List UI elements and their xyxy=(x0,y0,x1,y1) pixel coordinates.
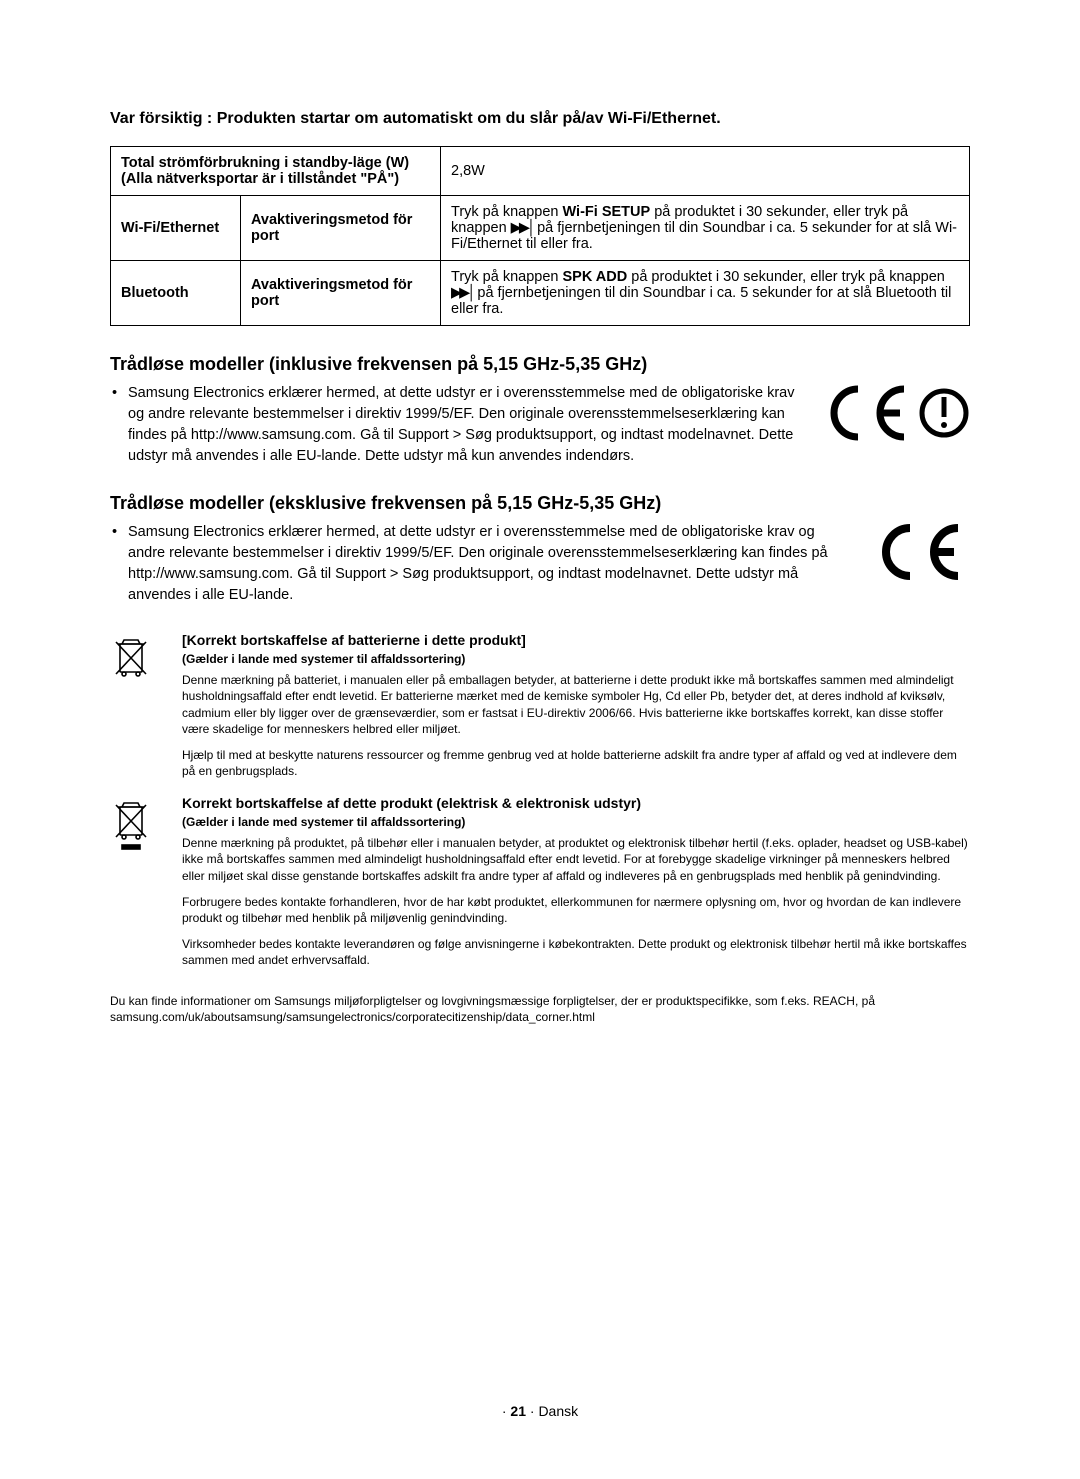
table-cell-wifi-deact-label: Avaktiveringsmetod för port xyxy=(241,196,441,261)
deact-line2: port xyxy=(251,228,279,244)
text-fragment: på fjernbetjeningen til din Soundbar i c… xyxy=(451,285,951,317)
table-cell-bt-label: Bluetooth xyxy=(111,261,241,326)
footer-note: Du kan finde informationer om Samsungs m… xyxy=(110,993,970,1027)
page-footer: · 21 · Dansk xyxy=(0,1403,1080,1419)
disposal-battery-content: [Korrekt bortskaffelse af batterierne i … xyxy=(158,632,970,789)
section1-heading: Trådløse modeller (inklusive frekvensen … xyxy=(110,354,970,375)
section2-block: Samsung Electronics erklærer hermed, at … xyxy=(110,522,970,606)
footer-suffix: · Dansk xyxy=(526,1403,578,1419)
table-cell-bt-instructions: Tryk på knappen SPK ADD på produktet i 3… xyxy=(441,261,970,326)
section2-body: Samsung Electronics erklærer hermed, at … xyxy=(110,522,852,606)
deact-line1: Avaktiveringsmetod för xyxy=(251,277,412,293)
disposal2-para1: Denne mærkning på produktet, på tilbehør… xyxy=(182,835,970,884)
warning-heading: Var försiktig : Produkten startar om aut… xyxy=(110,110,970,128)
wheelie-bin-battery-icon xyxy=(110,632,158,693)
spk-add-bold: SPK ADD xyxy=(563,269,628,285)
disposal1-para1: Denne mærkning på batteriet, i manualen … xyxy=(182,672,970,737)
specs-table: Total strömförbrukning i standby-läge (W… xyxy=(110,146,970,326)
text-fragment: Tryk på knappen xyxy=(451,269,563,285)
disposal2-subtitle: (Gælder i lande med systemer til affalds… xyxy=(182,815,970,829)
page-number: 21 xyxy=(510,1403,526,1419)
wheelie-bin-product-icon xyxy=(110,795,158,862)
table-cell-wifi-label: Wi-Fi/Ethernet xyxy=(111,196,241,261)
table-cell-power-label: Total strömförbrukning i standby-läge (W… xyxy=(111,147,441,196)
disposal-battery-row: [Korrekt bortskaffelse af batterierne i … xyxy=(110,632,970,789)
table-row: Bluetooth Avaktiveringsmetod för port Tr… xyxy=(111,261,970,326)
disposal2-title: Korrekt bortskaffelse af dette produkt (… xyxy=(182,795,970,811)
text-fragment: på produktet i 30 sekunder, eller tryk p… xyxy=(627,269,945,285)
power-label-line1: Total strömförbrukning i standby-läge (W… xyxy=(121,155,409,171)
ce-mark-icon xyxy=(870,522,970,587)
skip-forward-icon: ▶▶│ xyxy=(451,285,473,301)
disposal1-para2: Hjælp til med at beskytte naturens resso… xyxy=(182,747,970,779)
disposal2-para2: Forbrugere bedes kontakte forhandleren, … xyxy=(182,894,970,926)
table-cell-bt-deact-label: Avaktiveringsmetod för port xyxy=(241,261,441,326)
deact-line2: port xyxy=(251,293,279,309)
section1-body: Samsung Electronics erklærer hermed, at … xyxy=(110,383,802,467)
table-cell-wifi-instructions: Tryk på knappen Wi-Fi SETUP på produktet… xyxy=(441,196,970,261)
ce-alert-mark-icon xyxy=(820,383,970,448)
section1-block: Samsung Electronics erklærer hermed, at … xyxy=(110,383,970,467)
text-fragment: Tryk på knappen xyxy=(451,204,563,220)
table-row: Total strömförbrukning i standby-läge (W… xyxy=(111,147,970,196)
disposal1-title: [Korrekt bortskaffelse af batterierne i … xyxy=(182,632,970,648)
disposal-product-row: Korrekt bortskaffelse af dette produkt (… xyxy=(110,795,970,978)
table-cell-power-value: 2,8W xyxy=(441,147,970,196)
wifi-setup-bold: Wi-Fi SETUP xyxy=(563,204,651,220)
table-row: Wi-Fi/Ethernet Avaktiveringsmetod för po… xyxy=(111,196,970,261)
power-label-line2: (Alla nätverksportar är i tillståndet "P… xyxy=(121,171,399,187)
skip-forward-icon: ▶▶│ xyxy=(511,220,533,236)
section2-heading: Trådløse modeller (eksklusive frekvensen… xyxy=(110,493,970,514)
disposal2-para3: Virksomheder bedes kontakte leverandøren… xyxy=(182,936,970,968)
deact-line1: Avaktiveringsmetod för xyxy=(251,212,412,228)
disposal1-subtitle: (Gælder i lande med systemer til affalds… xyxy=(182,652,970,666)
disposal-product-content: Korrekt bortskaffelse af dette produkt (… xyxy=(158,795,970,978)
